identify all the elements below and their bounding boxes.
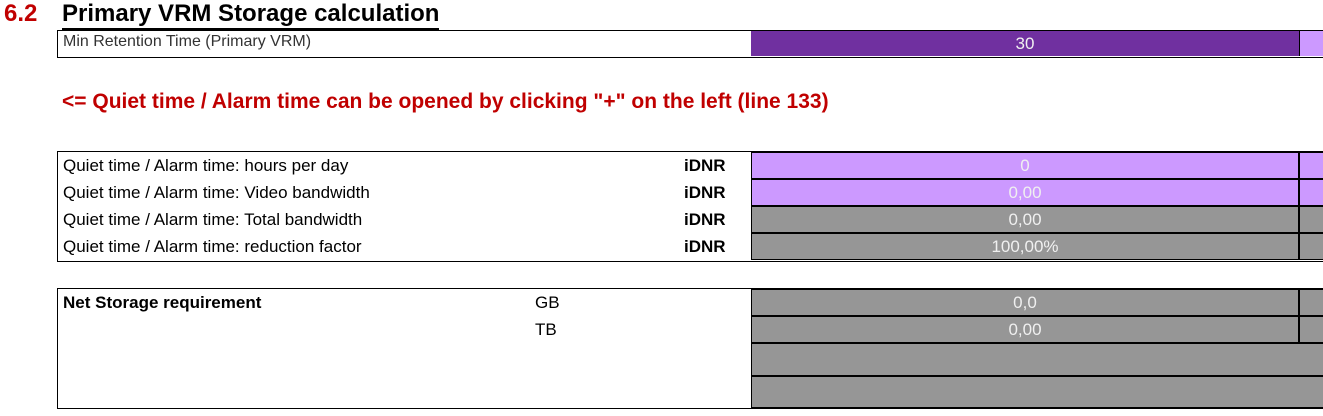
- row-tag: iDNR: [684, 183, 726, 202]
- extra-cell[interactable]: [1299, 233, 1323, 260]
- row-label: Quiet time / Alarm time: hours per day: [63, 156, 349, 175]
- row-tag: iDNR: [684, 210, 726, 229]
- extra-cell[interactable]: [1299, 206, 1323, 233]
- retention-label: Min Retention Time (Primary VRM): [63, 33, 312, 50]
- row-label: Quiet time / Alarm time: Total bandwidth: [63, 210, 363, 229]
- unit-label: TB: [535, 320, 557, 339]
- table-row: Quiet time / Alarm time: hours per day i…: [58, 152, 1323, 179]
- retention-row: Min Retention Time (Primary VRM) 30: [58, 31, 1323, 56]
- total-bandwidth-cell[interactable]: 0,00: [751, 206, 1299, 233]
- table-row: Quiet time / Alarm time: Total bandwidth…: [58, 206, 1323, 233]
- table-row: [58, 343, 1323, 376]
- net-storage-gb-cell[interactable]: 0,0: [751, 289, 1299, 316]
- row-tag: iDNR: [684, 156, 726, 175]
- hours-per-day-cell[interactable]: 0: [751, 152, 1299, 179]
- quiet-time-table: Quiet time / Alarm time: hours per day i…: [57, 151, 1323, 262]
- section-title: Primary VRM Storage calculation: [62, 0, 440, 30]
- extra-cell[interactable]: [1299, 316, 1323, 343]
- row-tag: iDNR: [684, 237, 726, 256]
- unit-label: GB: [535, 293, 560, 312]
- net-storage-table: Net Storage requirement GB 0,0 TB 0,00: [57, 288, 1323, 409]
- extra-cell[interactable]: [1299, 152, 1323, 179]
- table-row: [58, 376, 1323, 408]
- empty-cell[interactable]: [751, 343, 1323, 376]
- quiet-time-note: <= Quiet time / Alarm time can be opened…: [62, 90, 829, 113]
- retention-table: Min Retention Time (Primary VRM) 30: [57, 30, 1323, 58]
- row-label: Quiet time / Alarm time: reduction facto…: [63, 237, 362, 256]
- extra-cell[interactable]: [1299, 289, 1323, 316]
- table-row: TB 0,00: [58, 316, 1323, 343]
- net-storage-label: Net Storage requirement: [63, 293, 262, 312]
- retention-extra-cell[interactable]: [1299, 31, 1323, 56]
- table-row: GB 0,0: [58, 289, 1323, 316]
- section-number: 6.2: [4, 0, 38, 27]
- net-storage-tb-cell[interactable]: 0,00: [751, 316, 1299, 343]
- video-bandwidth-cell[interactable]: 0,00: [751, 179, 1299, 206]
- empty-cell[interactable]: [751, 376, 1323, 408]
- extra-cell[interactable]: [1299, 179, 1323, 206]
- reduction-factor-cell[interactable]: 100,00%: [751, 233, 1299, 260]
- table-row: Quiet time / Alarm time: Video bandwidth…: [58, 179, 1323, 206]
- row-label: Quiet time / Alarm time: Video bandwidth: [63, 183, 370, 202]
- retention-value-cell[interactable]: 30: [751, 31, 1299, 56]
- table-row: Quiet time / Alarm time: reduction facto…: [58, 233, 1323, 260]
